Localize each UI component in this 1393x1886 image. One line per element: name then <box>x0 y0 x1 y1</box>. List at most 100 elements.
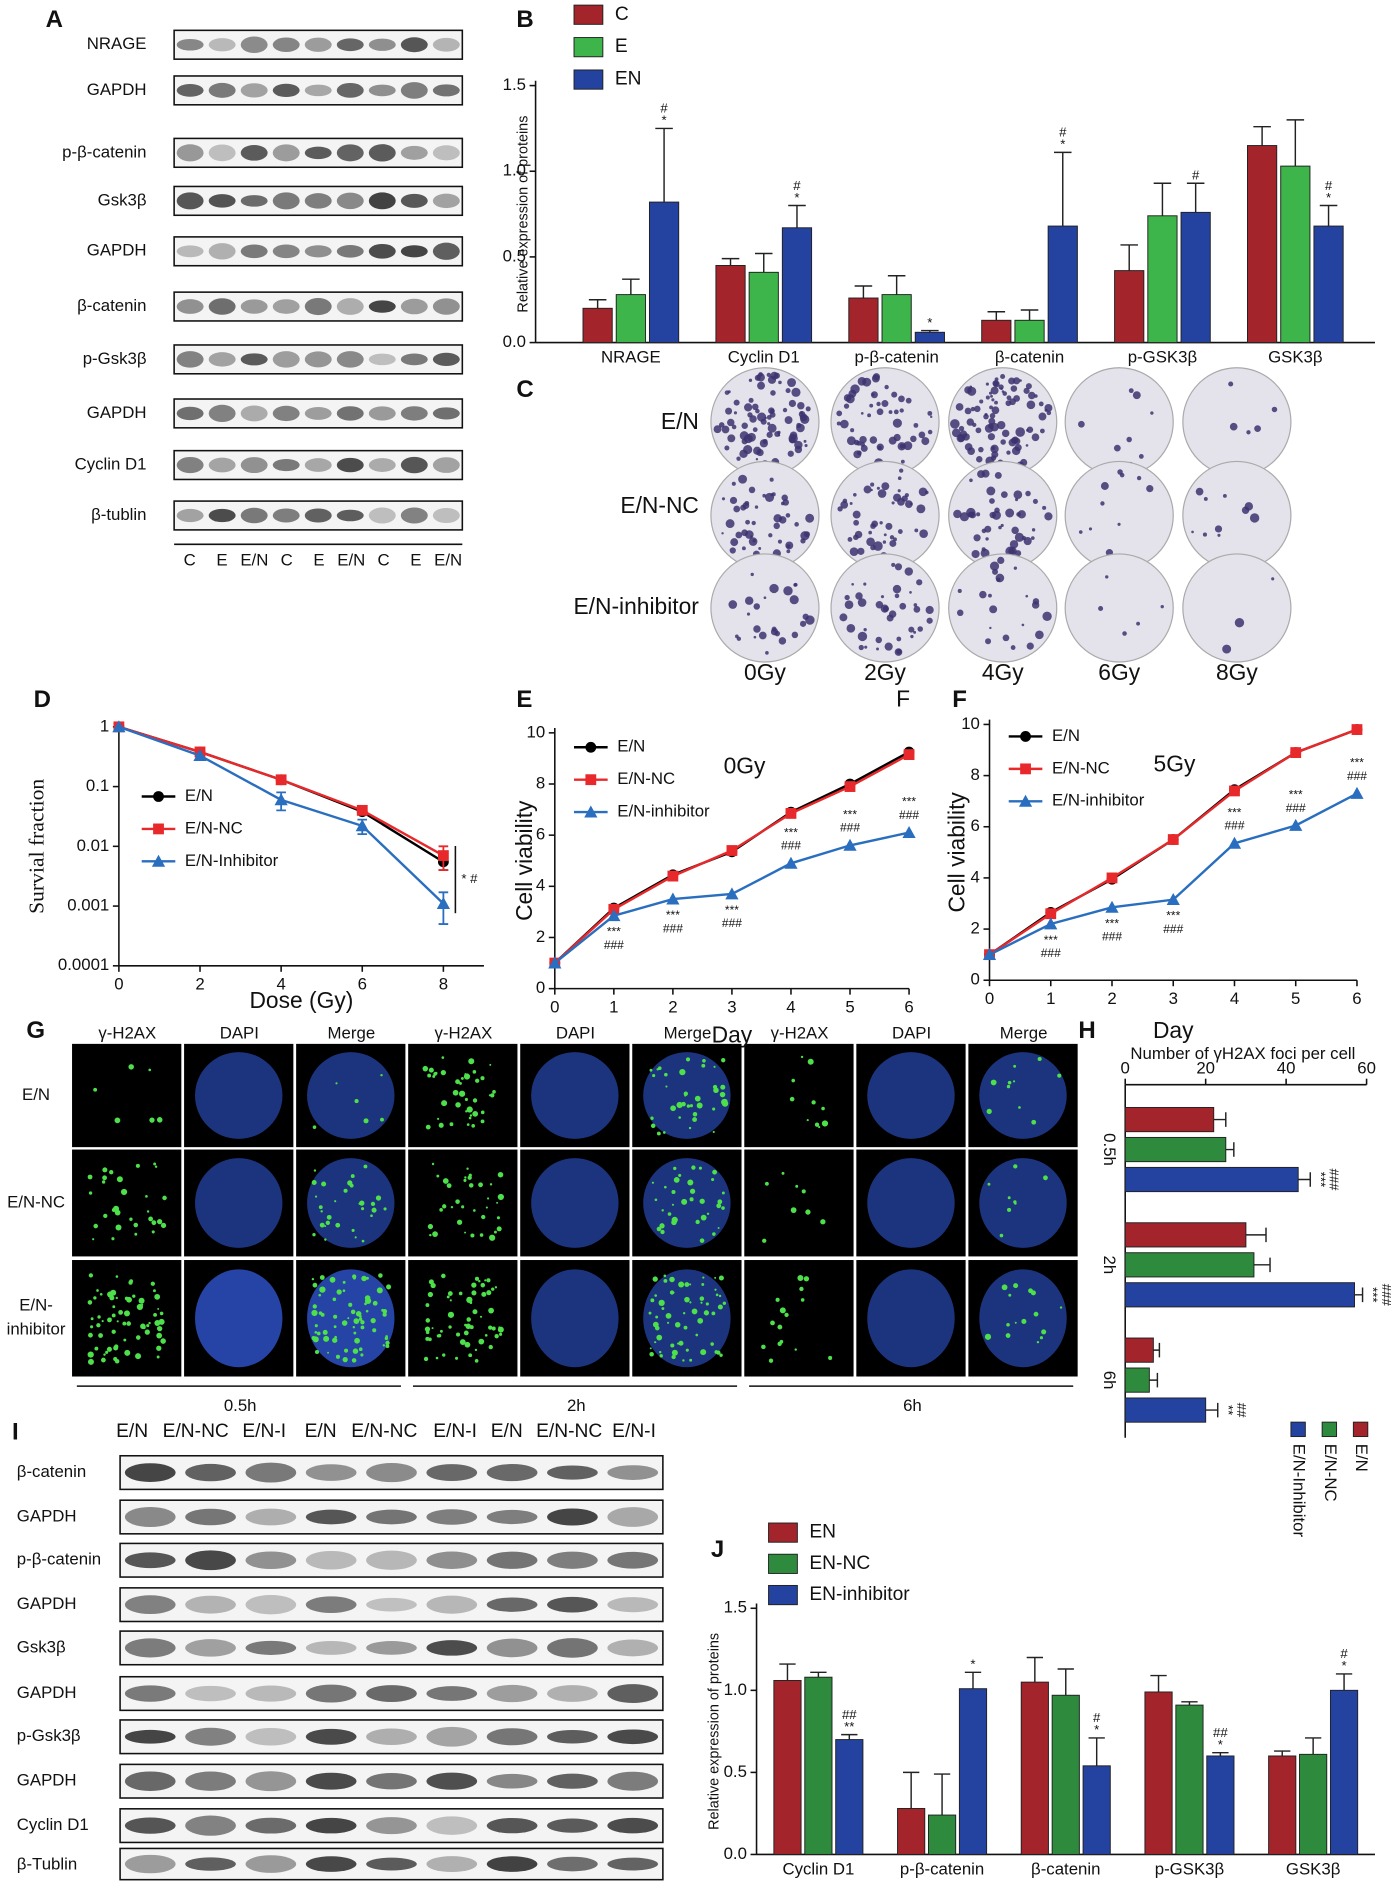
x-tick-label: 2 <box>668 997 677 1016</box>
significance-label: # <box>1059 125 1067 140</box>
blot-band <box>400 193 428 208</box>
colony <box>974 405 981 413</box>
foci <box>661 1307 665 1310</box>
blot-band <box>304 508 332 523</box>
y-tick-label: 6h <box>1100 1371 1119 1390</box>
blot-band <box>208 144 236 162</box>
colony <box>883 533 887 537</box>
significance-label: * # <box>461 871 478 886</box>
colony <box>728 600 738 609</box>
y-axis-label: Relative expression of proteins <box>706 1633 722 1830</box>
nucleus <box>195 1269 283 1368</box>
blot-row-label: GAPDH <box>17 1683 77 1702</box>
lane-label: E/N-NC <box>536 1421 602 1442</box>
colony <box>1035 630 1044 640</box>
colony <box>989 405 993 410</box>
colony <box>794 522 799 527</box>
data-point <box>437 850 449 861</box>
bar <box>1175 1704 1204 1855</box>
colony <box>805 406 811 412</box>
foci <box>436 1174 440 1178</box>
colony <box>851 582 854 586</box>
foci <box>320 1210 323 1213</box>
nucleus <box>979 1052 1067 1139</box>
colony <box>748 537 758 546</box>
foci <box>689 1301 692 1304</box>
colony <box>976 455 983 463</box>
significance-label: *** <box>1366 1287 1381 1302</box>
colony <box>741 422 748 429</box>
colony <box>971 549 980 559</box>
colony <box>777 539 782 544</box>
blot-band <box>272 508 300 523</box>
error-bar <box>933 1773 951 1816</box>
foci <box>458 1291 463 1296</box>
legend-label: EN <box>615 69 642 90</box>
colony <box>769 477 774 482</box>
blot-band <box>368 458 396 472</box>
blot-row-label: β-catenin <box>17 1462 86 1481</box>
data-point <box>193 749 207 762</box>
foci <box>436 1334 440 1338</box>
foci <box>383 1207 387 1211</box>
colony <box>1026 400 1036 410</box>
bar <box>781 227 813 344</box>
x-tick-label: 0 <box>1121 1059 1130 1078</box>
foci <box>673 1177 680 1183</box>
micrograph <box>744 1043 854 1148</box>
error-bar <box>1153 1342 1161 1358</box>
foci <box>474 1348 478 1352</box>
colony <box>749 415 757 423</box>
foci <box>154 1319 161 1326</box>
colony <box>736 456 741 461</box>
x-tick-label: 2 <box>195 974 204 993</box>
colony <box>979 590 987 599</box>
bar <box>1114 270 1145 344</box>
blot-band <box>240 145 268 161</box>
colony <box>1122 631 1127 636</box>
error-bar <box>902 1771 920 1809</box>
blot-row-label: GAPDH <box>17 1594 77 1613</box>
colony <box>1214 525 1223 533</box>
foci <box>156 1332 163 1339</box>
blot-band <box>272 244 300 259</box>
error-bar <box>622 278 640 295</box>
error-bar <box>1020 309 1039 321</box>
foci <box>479 1233 484 1237</box>
foci <box>789 1096 795 1102</box>
foci <box>990 1079 997 1086</box>
x-tick-label: Cyclin D1 <box>782 1860 854 1879</box>
colony <box>1010 385 1018 392</box>
bar <box>897 1808 926 1855</box>
colony <box>1001 429 1010 438</box>
foci <box>1028 1288 1033 1294</box>
blot-band <box>547 1638 598 1658</box>
colony <box>751 520 756 526</box>
lane-label: C <box>184 551 196 570</box>
colony <box>753 603 760 610</box>
blot-band <box>185 1771 236 1791</box>
foci <box>1013 1064 1017 1068</box>
colony <box>1042 505 1047 510</box>
foci <box>1007 1196 1011 1200</box>
colony <box>721 425 730 434</box>
lane-label: C <box>377 551 389 570</box>
channel-label: DAPI <box>892 1024 931 1043</box>
x-axis-label: Day <box>712 1022 753 1048</box>
foci <box>466 1167 469 1170</box>
foci <box>710 1342 714 1346</box>
colony <box>849 502 853 505</box>
lane-label: C <box>281 551 293 570</box>
colony <box>748 378 753 383</box>
foci <box>153 1312 157 1317</box>
colony <box>759 439 768 448</box>
colony <box>881 482 890 491</box>
legend-marker <box>1020 731 1031 742</box>
foci <box>87 1174 93 1180</box>
blot-band <box>547 1729 598 1744</box>
y-tick-label: 0.001 <box>67 896 109 915</box>
foci <box>370 1317 376 1324</box>
nucleus <box>979 1269 1067 1368</box>
foci <box>478 1182 483 1188</box>
blot-band <box>208 404 236 423</box>
